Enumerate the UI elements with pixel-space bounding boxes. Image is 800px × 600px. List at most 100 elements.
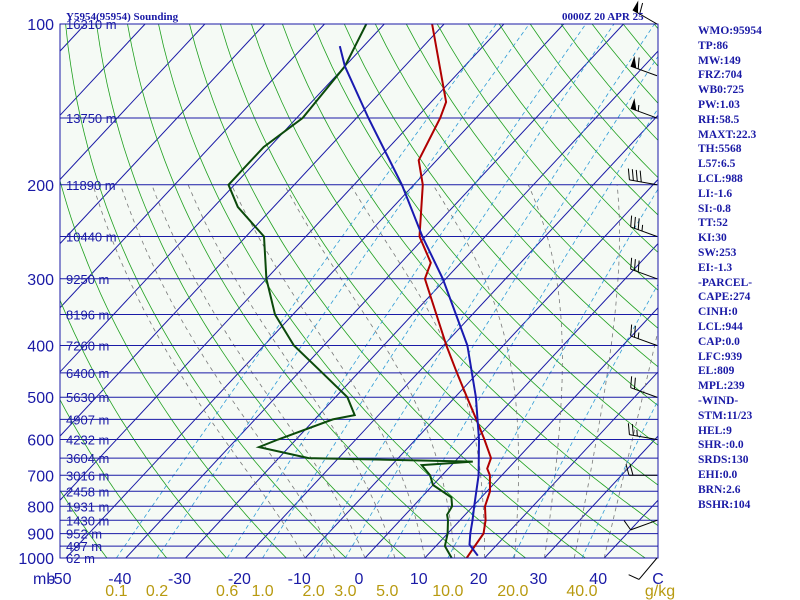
wind-barb <box>630 324 658 346</box>
pressure-label: 300 <box>27 272 54 289</box>
mixing-ratio-label: 40.0 <box>566 583 597 600</box>
wind-barb-staff <box>629 434 658 441</box>
temperature-tick-label: C <box>652 571 664 588</box>
pressure-label: 1000 <box>18 551 54 568</box>
isotherm <box>125 24 624 558</box>
plot-border <box>59 23 659 559</box>
temperature-tick-label: 10 <box>410 571 428 588</box>
isobars <box>60 23 658 559</box>
height-label: 3604 m <box>66 451 109 466</box>
wind-barb-staff <box>630 387 658 398</box>
stat-item: RH:58.5 <box>698 113 740 126</box>
height-label: 13750 m <box>66 111 117 126</box>
isotherm <box>0 24 25 558</box>
pressure-label: 900 <box>27 527 54 544</box>
wind-barb <box>628 557 658 580</box>
stat-item: SRDS:130 <box>698 454 749 467</box>
wind-barb-staff <box>638 557 658 580</box>
temperature-tick-label: -40 <box>108 571 131 588</box>
wind-barb-feather <box>639 170 642 183</box>
isotherm <box>304 178 658 558</box>
stat-item: BRN:2.6 <box>698 483 741 496</box>
stat-item: -PARCEL- <box>698 276 753 289</box>
stat-item: EI:-1.3 <box>698 261 733 274</box>
pressure-label: 400 <box>27 339 54 356</box>
height-label: 1931 m <box>66 499 109 514</box>
wind-barb-half-feather <box>641 224 644 232</box>
isotherm <box>364 242 658 558</box>
stat-item: L57:6.5 <box>698 158 736 171</box>
wind-barb-feather <box>631 423 634 436</box>
wind-barb-flag <box>630 98 637 111</box>
moist-adiabat <box>527 184 563 558</box>
wind-barb-half-feather <box>637 104 640 112</box>
height-label: 2458 m <box>66 484 109 499</box>
pressure-label: 500 <box>27 390 54 407</box>
stat-item: BSHR:104 <box>698 498 751 511</box>
isotherm <box>60 24 505 502</box>
temperature-tick-label: 0 <box>355 571 364 588</box>
dewpoint-profile <box>227 24 473 558</box>
wind-barb-feather <box>630 257 633 270</box>
wind-barb-staff <box>632 9 658 25</box>
temperature-tick-label: -20 <box>228 571 251 588</box>
stat-item: WB0:725 <box>698 84 744 97</box>
stat-item: TP:86 <box>698 39 729 52</box>
wind-barb-flag <box>632 0 639 14</box>
pressure-label: 100 <box>27 17 54 34</box>
wind-barb-feather <box>625 464 630 476</box>
temperature-profile <box>417 24 493 558</box>
height-label: 7260 m <box>66 339 109 354</box>
wind-barb <box>625 464 657 476</box>
wind-barb <box>627 423 658 441</box>
moist-adiabat <box>432 184 519 558</box>
wind-barb-half-feather <box>637 332 640 339</box>
wind-barb-feather <box>630 324 633 336</box>
isotherm <box>245 114 658 558</box>
stat-item: WMO:95954 <box>698 25 762 37</box>
wind-barbs <box>623 0 658 580</box>
height-label: 11890 m <box>66 178 116 193</box>
height-label: 5630 m <box>66 390 109 405</box>
pressure-unit-label: mb <box>33 571 55 588</box>
isotherm <box>60 24 146 117</box>
stat-item: MW:149 <box>698 54 741 67</box>
mixing-ratio-label: 10.0 <box>432 583 463 600</box>
moist-adiabat <box>231 184 426 558</box>
wind-barb-feather <box>633 325 636 338</box>
stat-item: LFC:939 <box>698 350 743 363</box>
stat-item: PW:1.03 <box>698 98 740 111</box>
stat-item: TH:5568 <box>698 143 742 156</box>
wind-barb-staff <box>630 519 658 531</box>
wind-barb-feather <box>630 215 633 227</box>
isotherm <box>60 24 385 373</box>
stat-item: STM:11/23 <box>698 409 753 422</box>
stat-item: LCL:988 <box>698 172 743 185</box>
stat-item: CAPE:274 <box>698 291 751 304</box>
stat-item: HEL:9 <box>698 424 732 437</box>
wind-barb-feather <box>630 376 633 388</box>
wind-barb-feather <box>637 218 640 230</box>
isotherm <box>424 307 658 558</box>
plot-area <box>60 24 658 558</box>
stat-item: -WIND- <box>698 394 739 407</box>
height-label: 62 m <box>66 551 95 566</box>
stat-item: KI:30 <box>698 232 727 245</box>
mixing-ratio-label: 1.0 <box>251 583 273 600</box>
mixing-ratio-label: 0.1 <box>105 583 127 600</box>
wind-barb-feather <box>627 168 630 180</box>
wind-barb-staff <box>630 335 658 346</box>
pressure-label: 600 <box>27 433 54 450</box>
stat-item: SI:-0.8 <box>698 202 731 215</box>
station-title: Y5954(95954) Sounding <box>66 11 179 23</box>
mixing-ratio-label: g/kg <box>645 583 675 600</box>
height-label: 1430 m <box>66 513 109 528</box>
mixing-ratio-label: 2.0 <box>303 583 325 600</box>
temperature-tick-label: 40 <box>589 571 607 588</box>
wind-barb-staff <box>630 107 658 119</box>
wind-barb-feather <box>623 520 632 531</box>
wind-barb-feather <box>637 260 640 272</box>
stat-item: CAP:0.0 <box>698 335 740 348</box>
wind-barb-staff <box>630 226 658 237</box>
